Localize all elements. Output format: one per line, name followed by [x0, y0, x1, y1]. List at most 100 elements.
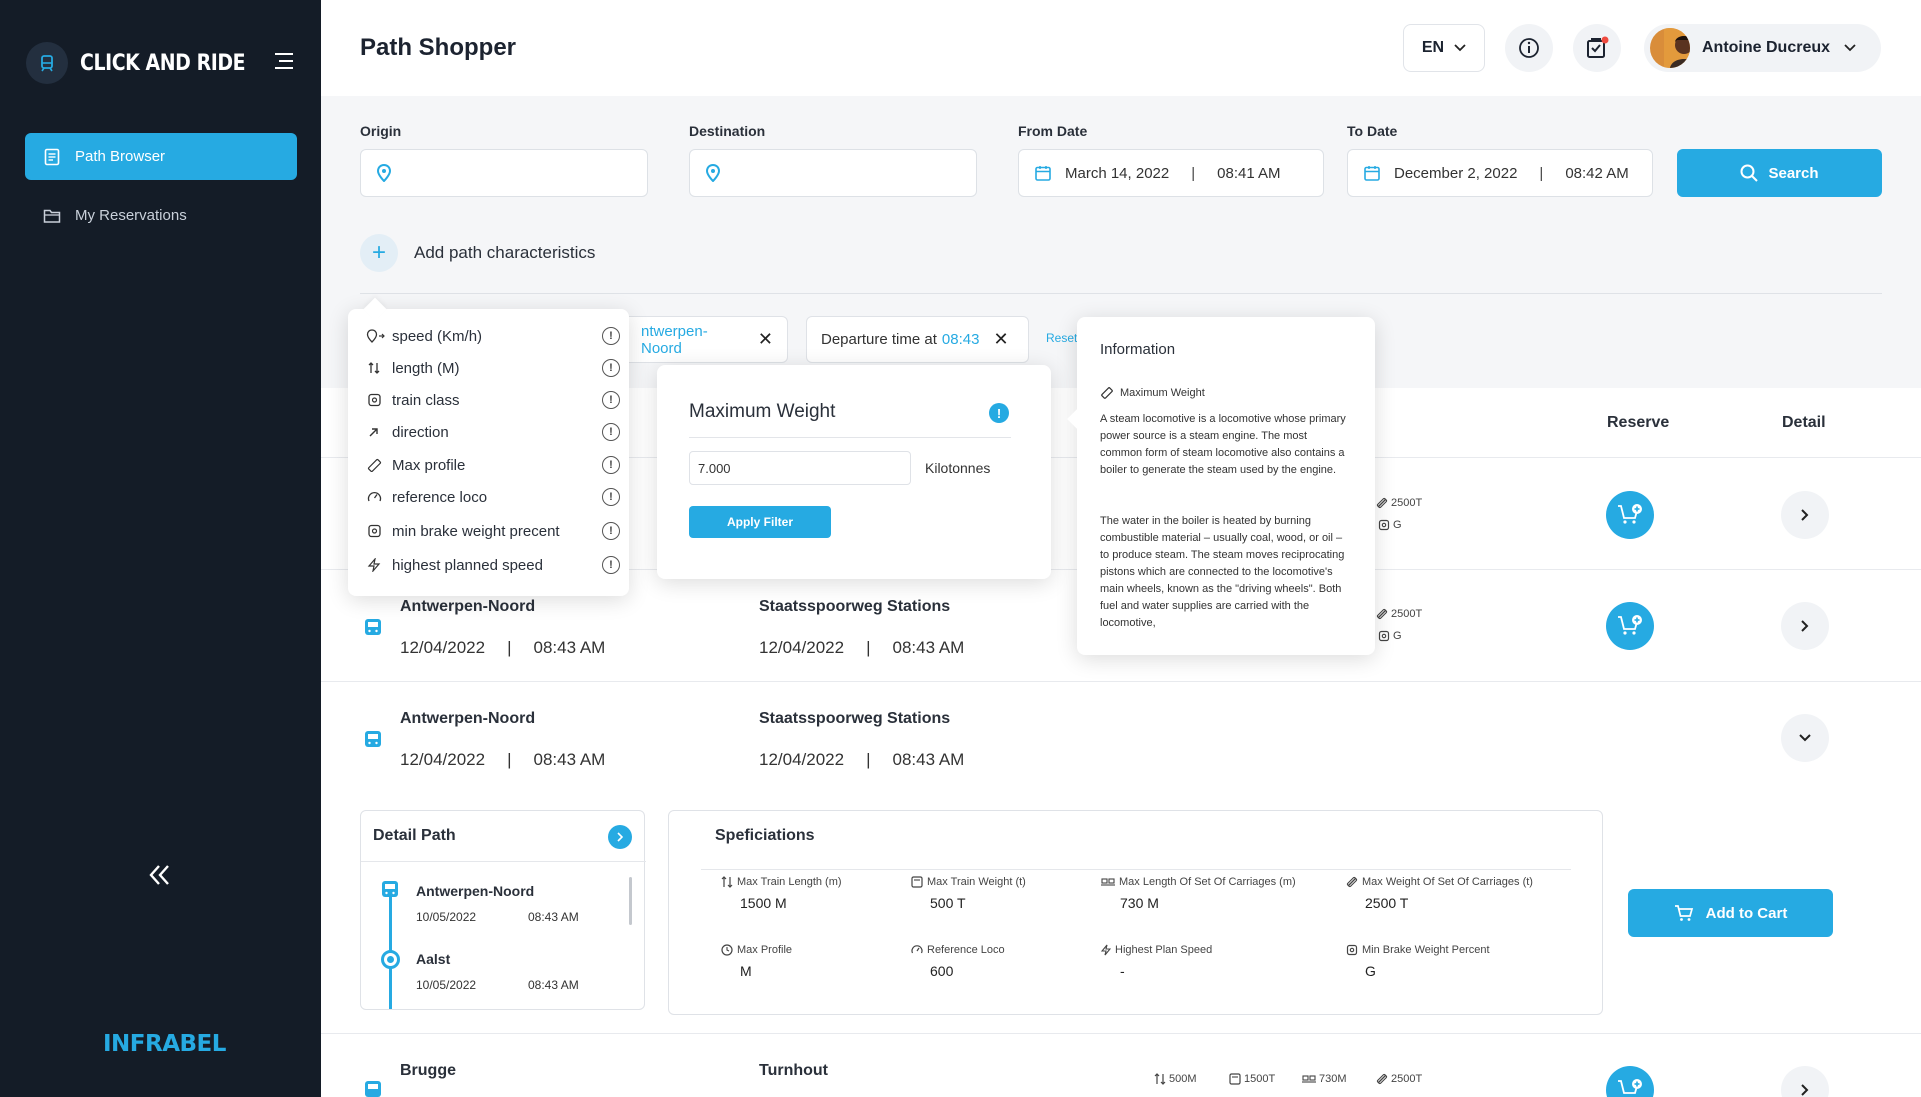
info-icon[interactable]: !	[602, 391, 620, 409]
filter-chip-value: 08:43	[941, 331, 980, 348]
ruler-icon	[1101, 387, 1113, 399]
path-characteristics-menu: speed (Km/h) ! length (M) ! train class …	[348, 297, 629, 596]
to-time-value: 08:42 AM	[1565, 164, 1629, 182]
app-logo[interactable]: CLICK AND RIDE	[26, 42, 272, 84]
chevron-right-icon	[1801, 620, 1809, 632]
apply-filter-button[interactable]: Apply Filter	[689, 506, 831, 538]
cart-button[interactable]	[1573, 24, 1621, 72]
menu-icon[interactable]	[274, 52, 294, 70]
language-select[interactable]: EN	[1403, 24, 1485, 72]
document-icon	[44, 148, 60, 165]
gauge-icon	[911, 945, 923, 954]
characteristic-speed[interactable]: speed (Km/h) !	[366, 324, 620, 348]
scrollbar[interactable]	[629, 877, 632, 925]
characteristic-reference-loco[interactable]: reference loco !	[366, 485, 620, 509]
add-to-cart-button[interactable]: Add to Cart	[1628, 889, 1833, 937]
stop-date: 10/05/2022	[416, 910, 477, 924]
filter-chip-value: ntwerpen-Noord	[641, 322, 708, 357]
calendar-icon	[1035, 166, 1051, 181]
expand-detail-button[interactable]	[1781, 1066, 1829, 1097]
row-weight: 2500T	[1376, 608, 1422, 620]
gauge-icon	[367, 491, 382, 502]
detail-path-card: Detail Path Antwerpen-Noord 10/05/2022 0…	[360, 810, 646, 1010]
info-icon[interactable]: !	[602, 488, 620, 506]
characteristic-max-profile[interactable]: Max profile !	[366, 453, 620, 477]
row-class: G	[1378, 519, 1402, 531]
search-button[interactable]: Search	[1677, 149, 1882, 197]
spec-value: -	[1120, 963, 1125, 979]
spec-value: 730 M	[1120, 895, 1159, 911]
collapse-sidebar-icon[interactable]	[148, 864, 172, 886]
close-icon[interactable]: ✕	[757, 329, 773, 349]
characteristic-highest-planned-speed[interactable]: highest planned speed !	[366, 553, 620, 577]
add-to-cart-icon	[1618, 1079, 1642, 1094]
reserve-button[interactable]	[1606, 1066, 1654, 1097]
user-menu[interactable]: Antoine Ducreux	[1644, 24, 1881, 72]
page-title: Path Shopper	[360, 34, 517, 61]
info-icon[interactable]: !	[602, 456, 620, 474]
info-icon[interactable]: !	[602, 327, 620, 345]
characteristic-train-class[interactable]: train class !	[366, 388, 620, 412]
train-logo-icon	[26, 42, 68, 84]
characteristic-min-brake-weight[interactable]: min brake weight precent !	[366, 519, 620, 543]
info-icon[interactable]: !	[989, 403, 1009, 423]
divider	[701, 869, 1571, 870]
row-destination: Turnhout	[759, 1062, 829, 1079]
max-weight-input[interactable]	[689, 451, 911, 485]
sidebar-item-my-reservations[interactable]: My Reservations	[25, 192, 297, 239]
info-icon[interactable]: !	[602, 359, 620, 377]
sidebar: CLICK AND RIDE Path Browser My Reservati…	[0, 0, 321, 1097]
expand-detail-button[interactable]	[1781, 602, 1829, 650]
avatar	[1650, 28, 1690, 68]
divider: |	[1539, 164, 1544, 182]
location-pin-icon	[706, 164, 720, 182]
search-icon	[1740, 164, 1759, 182]
characteristic-direction[interactable]: direction !	[366, 420, 620, 444]
ruler-icon	[1376, 497, 1388, 509]
detail-path-next-button[interactable]	[608, 825, 632, 849]
infrabel-logo: INFRABEL	[103, 1031, 226, 1057]
from-date-input[interactable]: March 14, 2022 | 08:41 AM	[1018, 149, 1324, 197]
popover-text: A steam locomotive is a locomotive whose…	[1100, 413, 1346, 476]
app-name: CLICK AND RIDE	[80, 50, 246, 76]
sidebar-item-label: Path Browser	[75, 148, 166, 165]
row-destination: Staatsspoorweg Stations	[759, 598, 951, 615]
chevron-down-icon	[1844, 44, 1856, 52]
shopping-bag-icon	[1587, 36, 1609, 58]
detail-path-title: Detail Path	[373, 827, 456, 844]
chevron-right-icon	[617, 832, 623, 842]
origin-input[interactable]	[360, 149, 648, 197]
collapse-detail-button[interactable]	[1781, 714, 1829, 762]
stop-date: 10/05/2022	[416, 978, 477, 992]
to-date-value: December 2, 2022	[1394, 164, 1518, 182]
info-button[interactable]	[1505, 24, 1553, 72]
to-date-input[interactable]: December 2, 2022 | 08:42 AM	[1347, 149, 1653, 197]
row-divider	[321, 1033, 1921, 1034]
info-icon[interactable]: !	[602, 522, 620, 540]
speed-location-icon	[366, 329, 385, 343]
search-label: Search	[1768, 164, 1819, 182]
stop-name: Aalst	[416, 951, 451, 967]
row-class: G	[1378, 630, 1402, 642]
ruler-icon	[367, 458, 382, 472]
reset-filters-link[interactable]: Reset	[1046, 331, 1078, 345]
row-arrival: 12/04/2022 | 08:43 AM	[759, 638, 965, 657]
train-icon	[364, 1080, 382, 1097]
expand-detail-button[interactable]	[1781, 491, 1829, 539]
detail-column-header: Detail	[1782, 414, 1826, 431]
close-icon[interactable]: ✕	[993, 329, 1009, 349]
reserve-button[interactable]	[1606, 491, 1654, 539]
characteristic-length[interactable]: length (M) !	[366, 356, 620, 380]
add-path-characteristics-button[interactable]: + Add path characteristics	[360, 234, 595, 272]
destination-input[interactable]	[689, 149, 977, 197]
lightning-icon	[1101, 944, 1111, 956]
filter-chip-departure-time[interactable]: Departure time at 08:43 ✕	[806, 316, 1029, 363]
ruler-icon	[1376, 1073, 1388, 1085]
lightning-icon	[367, 558, 381, 572]
sidebar-item-path-browser[interactable]: Path Browser	[25, 133, 297, 180]
info-icon[interactable]: !	[602, 423, 620, 441]
reserve-button[interactable]	[1606, 602, 1654, 650]
info-icon[interactable]: !	[602, 556, 620, 574]
row-carriage-length: 730M	[1302, 1073, 1347, 1085]
row-origin: Brugge	[400, 1062, 456, 1079]
